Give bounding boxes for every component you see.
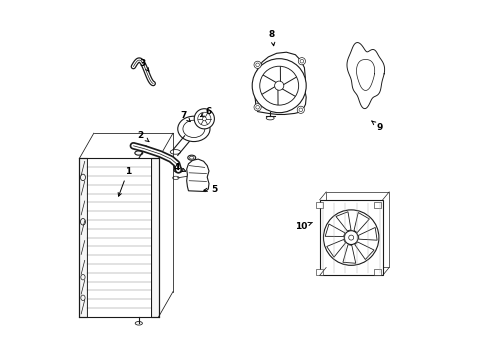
Text: 1: 1 [118, 166, 131, 196]
Text: 7: 7 [181, 111, 190, 122]
Circle shape [349, 235, 354, 240]
Circle shape [298, 58, 305, 65]
Circle shape [198, 112, 211, 125]
Text: 9: 9 [372, 121, 383, 132]
Ellipse shape [135, 321, 143, 325]
Circle shape [299, 108, 303, 112]
Text: 6: 6 [200, 107, 212, 117]
Circle shape [300, 59, 304, 63]
Ellipse shape [183, 120, 205, 138]
Ellipse shape [172, 176, 179, 180]
Ellipse shape [80, 174, 85, 181]
Ellipse shape [190, 156, 194, 159]
Ellipse shape [170, 150, 181, 154]
Bar [326, 192, 389, 267]
Bar [374, 202, 381, 208]
Circle shape [194, 109, 215, 129]
Circle shape [254, 61, 261, 68]
Bar [374, 269, 381, 275]
Ellipse shape [81, 295, 85, 301]
Polygon shape [255, 52, 306, 114]
Bar [316, 202, 323, 208]
Ellipse shape [266, 116, 274, 120]
Text: 2: 2 [138, 130, 149, 142]
Ellipse shape [80, 219, 85, 225]
Circle shape [274, 81, 284, 90]
Circle shape [344, 231, 358, 244]
Polygon shape [151, 158, 159, 317]
Text: 8: 8 [269, 30, 275, 46]
Ellipse shape [188, 155, 196, 160]
Circle shape [256, 63, 259, 67]
Text: 3: 3 [139, 58, 149, 71]
Text: 5: 5 [204, 184, 218, 194]
Circle shape [260, 66, 298, 105]
Circle shape [323, 210, 379, 265]
Ellipse shape [178, 116, 210, 141]
Bar [87, 158, 151, 317]
Circle shape [252, 59, 306, 113]
Polygon shape [187, 159, 209, 192]
Bar [316, 269, 323, 275]
Circle shape [297, 106, 304, 113]
Text: 10: 10 [294, 222, 313, 231]
Circle shape [202, 117, 206, 121]
Text: 4: 4 [173, 163, 186, 172]
Ellipse shape [174, 167, 183, 172]
Bar [319, 200, 383, 275]
Circle shape [254, 104, 261, 111]
Ellipse shape [81, 274, 85, 280]
Polygon shape [79, 158, 87, 317]
Circle shape [256, 105, 259, 109]
Ellipse shape [135, 151, 143, 155]
